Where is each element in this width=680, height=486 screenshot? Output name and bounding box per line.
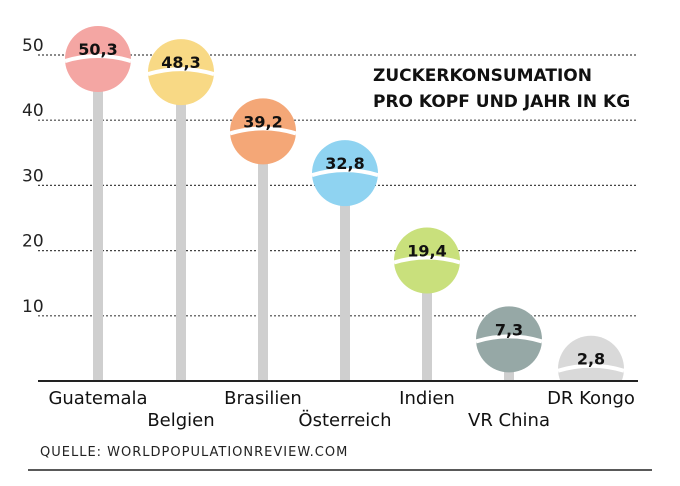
category-label-6: DR Kongo — [547, 388, 635, 409]
category-label-5: VR China — [468, 410, 550, 431]
lollipop-head-2 — [229, 98, 297, 165]
lollipop-stick-3 — [340, 173, 350, 381]
value-label-1: 48,3 — [161, 53, 200, 72]
lollipop-head-6 — [557, 335, 625, 381]
lollipop-band-5 — [475, 334, 543, 344]
value-label-6: 2,8 — [577, 350, 605, 369]
lollipop-band-6 — [557, 363, 625, 373]
lollipop-stick-1 — [176, 72, 186, 382]
lollipop-band-2 — [229, 126, 297, 136]
category-label-4: Indien — [399, 388, 455, 409]
y-tick-label-10: 10 — [22, 297, 44, 317]
source-note: QUELLE: WORLDPOPULATIONREVIEW.COM — [40, 445, 348, 460]
category-label-1: Belgien — [147, 410, 214, 431]
lollipop-stick-0 — [93, 59, 103, 381]
value-label-5: 7,3 — [495, 320, 523, 339]
lollipop-head-4 — [393, 227, 461, 294]
lollipop-band-4 — [393, 255, 461, 265]
lollipop-head-1 — [147, 39, 215, 106]
lollipop-candy-0 — [65, 26, 131, 93]
lollipop-candy-4 — [394, 227, 460, 294]
lollipop-candy-5 — [476, 306, 542, 373]
lollipop-candy-6 — [558, 335, 624, 381]
y-tick-label-20: 20 — [22, 232, 44, 252]
value-label-2: 39,2 — [243, 112, 282, 131]
lollipop-head-5 — [475, 306, 543, 373]
lollipop-band-0 — [64, 54, 132, 63]
value-label-4: 19,4 — [407, 242, 446, 261]
lollipop-head-0 — [64, 26, 132, 93]
y-tick-label-40: 40 — [22, 101, 44, 121]
category-label-0: Guatemala — [48, 388, 147, 409]
lollipops: 50,3 48,3 39,2 32,8 19,4 7,3 2,8 — [64, 26, 625, 382]
chart-title: ZUCKERKONSUMATION PRO KOPF UND JAHR IN K… — [373, 66, 630, 112]
value-label-0: 50,3 — [78, 40, 117, 59]
y-axis: 10 20 30 40 50 — [22, 36, 44, 317]
lollipop-candy-2 — [230, 98, 296, 165]
lollipop-head-3 — [311, 140, 379, 207]
value-label-3: 32,8 — [325, 154, 364, 173]
y-tick-label-50: 50 — [22, 36, 44, 56]
lollipop-candy-1 — [148, 39, 214, 106]
chart-title-line-2: PRO KOPF UND JAHR IN KG — [373, 92, 630, 112]
chart-title-line-1: ZUCKERKONSUMATION — [373, 66, 592, 86]
lollipop-band-3 — [311, 168, 379, 178]
lollipop-candy-3 — [312, 140, 378, 207]
lollipop-stick-2 — [258, 131, 268, 381]
category-label-3: Österreich — [298, 409, 391, 431]
category-label-2: Brasilien — [224, 388, 302, 409]
lollipop-band-1 — [147, 67, 215, 76]
y-tick-label-30: 30 — [22, 166, 44, 186]
lollipop-stick-4 — [422, 260, 432, 381]
